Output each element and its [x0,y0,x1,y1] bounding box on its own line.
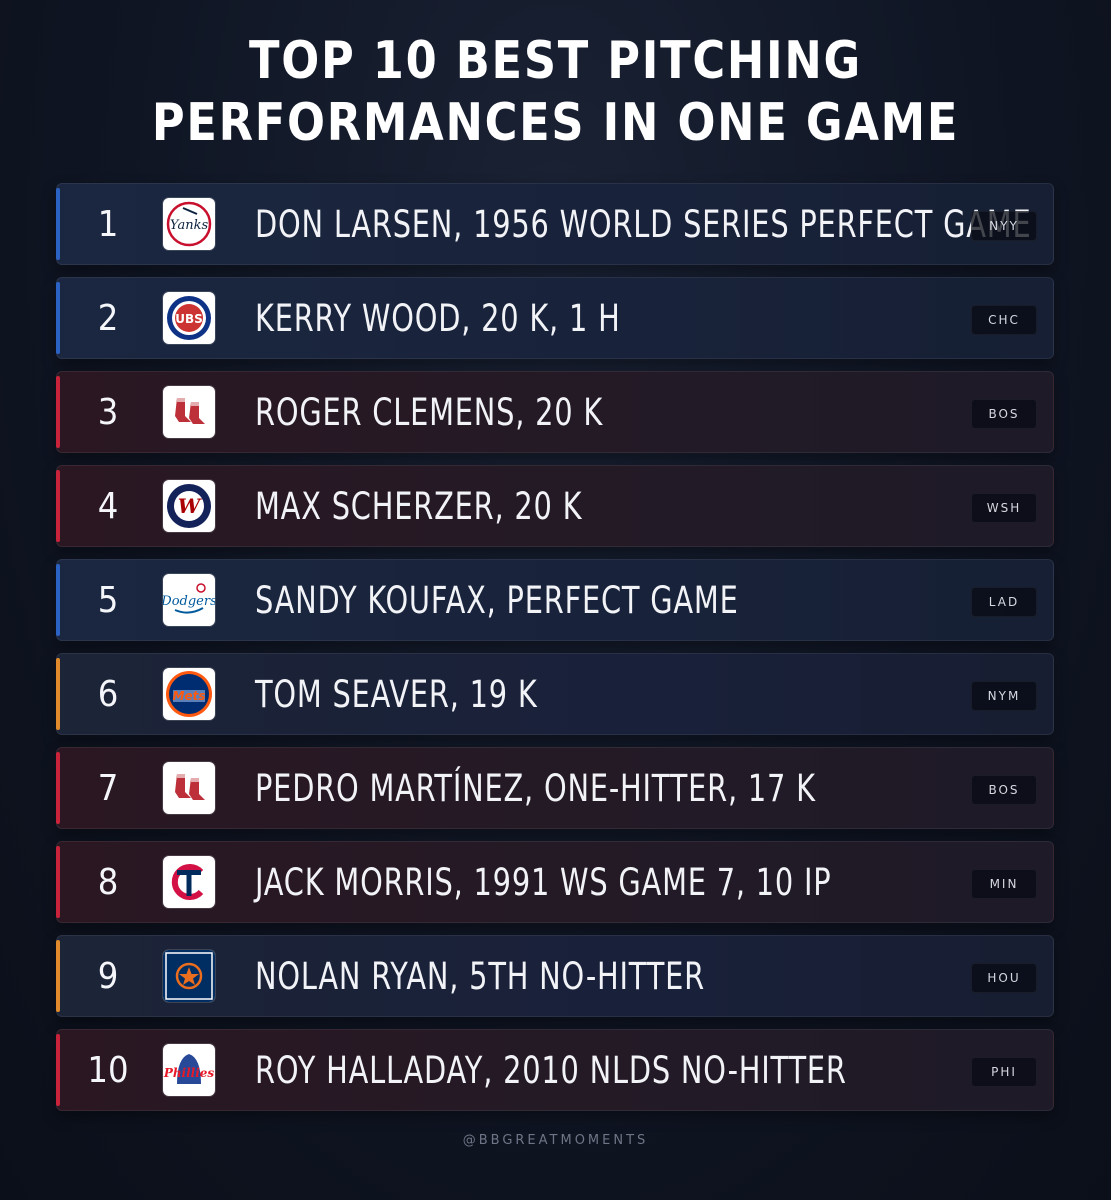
astros-logo-icon [163,950,215,1002]
row-accent-bar [56,188,60,260]
svg-text:Yanks: Yanks [170,218,209,233]
performance-description: MAX SCHERZER, 20 K [255,485,583,528]
rank-number: 8 [97,862,119,903]
performance-description: ROGER CLEMENS, 20 K [255,391,604,434]
rank-number: 1 [97,204,119,245]
footer-handle: @BBGREATMOMENTS [462,1133,649,1148]
performance-description: KERRY WOOD, 20 K, 1 H [255,297,621,340]
title-line-2: PERFORMANCES IN ONE GAME [151,93,960,153]
row-accent-bar [56,1034,60,1106]
rank-number: 2 [97,298,119,339]
rank-number: 4 [97,486,119,527]
performance-description: SANDY KOUFAX, PERFECT GAME [255,579,739,622]
red-sox-logo-icon [163,386,215,438]
row-accent-bar [56,376,60,448]
list-item: 9 NOLAN RYAN, 5TH NO-HITTER HOU [56,935,1054,1017]
team-badge: BOS [971,775,1037,805]
team-badge: BOS [971,399,1037,429]
dodgers-logo-icon: Dodgers [163,574,215,626]
team-badge: HOU [971,963,1037,993]
rank-number: 6 [97,674,119,715]
red-sox-logo-icon [163,762,215,814]
twins-logo-icon [163,856,215,908]
row-accent-bar [56,282,60,354]
performance-description: ROY HALLADAY, 2010 NLDS NO-HITTER [255,1049,847,1092]
list-item: 10 Phillies ROY HALLADAY, 2010 NLDS NO-H… [56,1029,1054,1111]
performance-description: JACK MORRIS, 1991 WS GAME 7, 10 IP [255,861,832,904]
performance-description: DON LARSEN, 1956 WORLD SERIES PERFECT GA… [255,203,1032,246]
row-accent-bar [56,564,60,636]
team-badge: WSH [971,493,1037,523]
list-item: 5 Dodgers SANDY KOUFAX, PERFECT GAME LAD [56,559,1054,641]
row-accent-bar [56,752,60,824]
list-item: 4 W MAX SCHERZER, 20 K WSH [56,465,1054,547]
mets-logo-icon: Mets [163,668,215,720]
yankees-logo-icon: Yanks [163,198,215,250]
list-item: 7 PEDRO MARTÍNEZ, ONE-HITTER, 17 K BOS [56,747,1054,829]
phillies-logo-icon: Phillies [163,1044,215,1096]
list-item: 1 Yanks DON LARSEN, 1956 WORLD SERIES PE… [56,183,1054,265]
svg-text:Mets: Mets [173,689,206,703]
svg-text:W: W [178,494,203,518]
rank-number: 9 [97,956,119,997]
performance-description: NOLAN RYAN, 5TH NO-HITTER [255,955,705,998]
list-item: 3 ROGER CLEMENS, 20 K BOS [56,371,1054,453]
nationals-logo-icon: W [163,480,215,532]
team-badge: LAD [971,587,1037,617]
row-accent-bar [56,658,60,730]
list-item: 2 UBS KERRY WOOD, 20 K, 1 H CHC [56,277,1054,359]
performance-description: PEDRO MARTÍNEZ, ONE-HITTER, 17 K [255,767,816,810]
svg-text:Dodgers: Dodgers [163,594,215,609]
rank-number: 3 [97,392,119,433]
team-badge: PHI [971,1057,1037,1087]
rank-number: 10 [87,1050,129,1091]
title-line-1: TOP 10 BEST PITCHING [249,31,862,91]
team-badge: CHC [971,305,1037,335]
rank-number: 7 [97,768,119,809]
page-title: TOP 10 BEST PITCHING PERFORMANCES IN ONE… [78,30,1033,154]
team-badge: NYY [971,211,1037,241]
svg-text:Phillies: Phillies [163,1066,214,1080]
row-accent-bar [56,940,60,1012]
cubs-logo-icon: UBS [163,292,215,344]
svg-text:UBS: UBS [175,312,203,326]
row-accent-bar [56,846,60,918]
list-item: 6 Mets TOM SEAVER, 19 K NYM [56,653,1054,735]
team-badge: MIN [971,869,1037,899]
team-badge: NYM [971,681,1037,711]
row-accent-bar [56,470,60,542]
list-item: 8 JACK MORRIS, 1991 WS GAME 7, 10 IP MIN [56,841,1054,923]
rank-number: 5 [97,580,119,621]
ranking-list: 1 Yanks DON LARSEN, 1956 WORLD SERIES PE… [56,183,1054,1123]
performance-description: TOM SEAVER, 19 K [255,673,538,716]
